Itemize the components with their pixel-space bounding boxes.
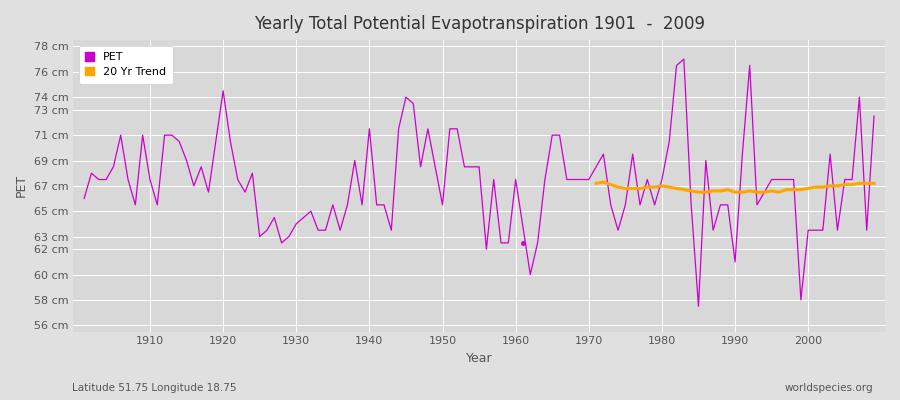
Text: worldspecies.org: worldspecies.org xyxy=(785,383,873,393)
Y-axis label: PET: PET xyxy=(15,174,28,198)
Text: Latitude 51.75 Longitude 18.75: Latitude 51.75 Longitude 18.75 xyxy=(72,383,237,393)
Legend: PET, 20 Yr Trend: PET, 20 Yr Trend xyxy=(78,46,173,84)
Title: Yearly Total Potential Evapotranspiration 1901  -  2009: Yearly Total Potential Evapotranspiratio… xyxy=(254,15,705,33)
X-axis label: Year: Year xyxy=(466,352,492,365)
